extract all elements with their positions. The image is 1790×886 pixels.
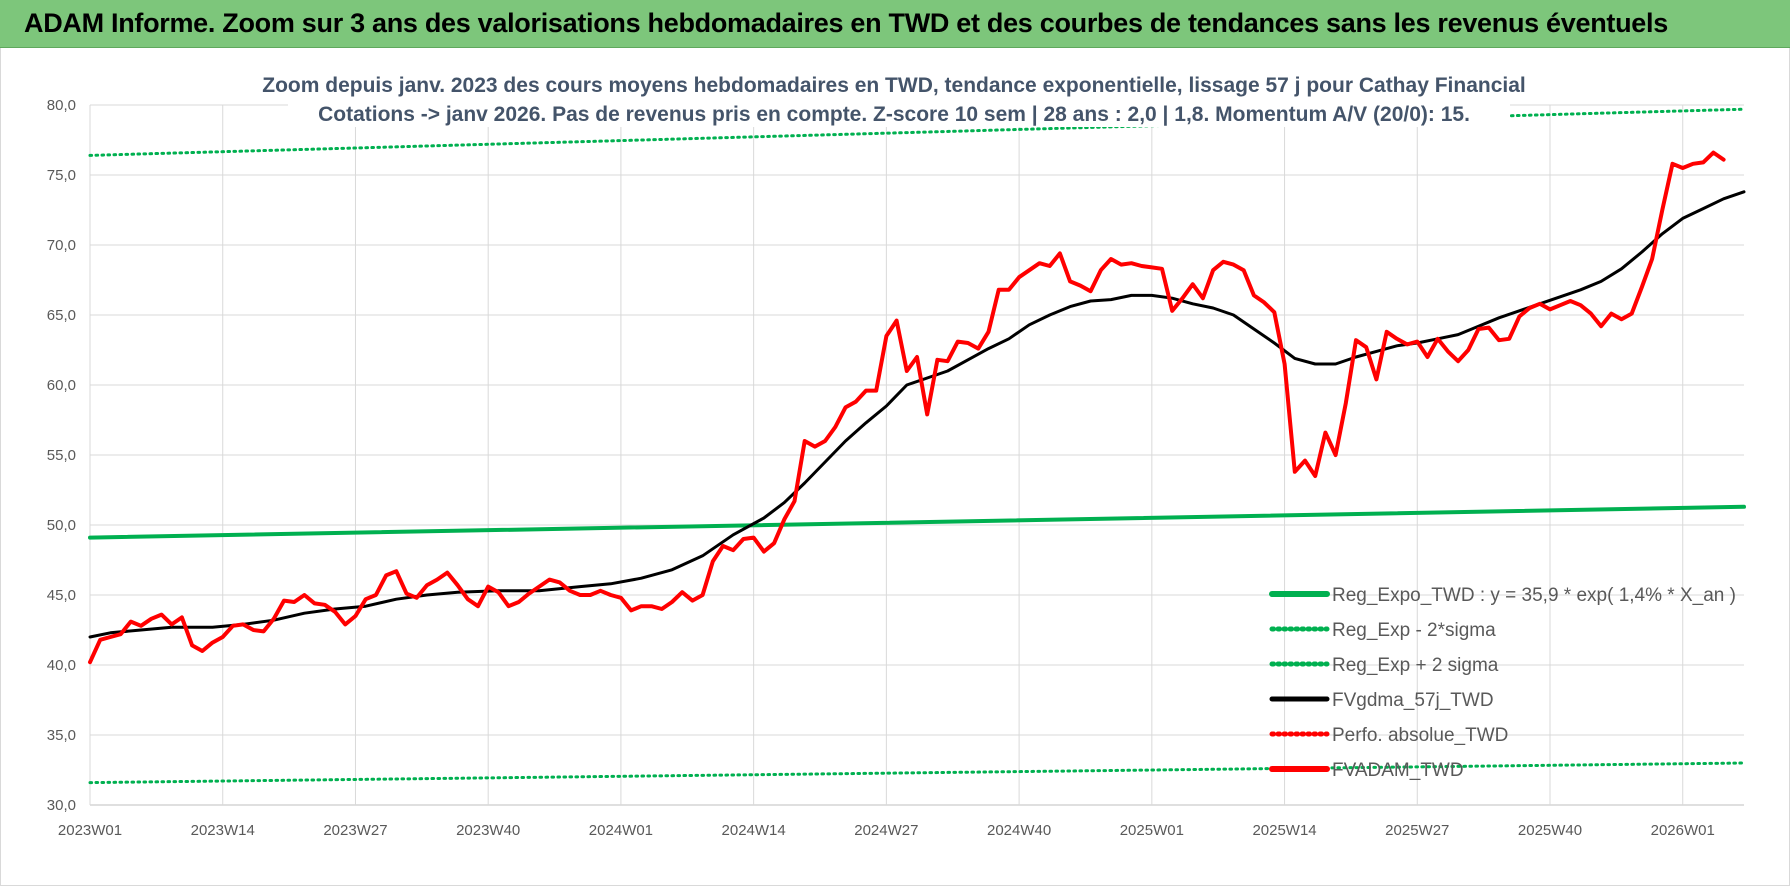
- gridlines: [89, 104, 1744, 806]
- legend: Reg_Expo_TWD : y = 35,9 * exp( 1,4% * X_…: [1269, 585, 1736, 781]
- legend-label: Perfo. absolue_TWD: [1332, 725, 1508, 746]
- x-tick-label: 2025W01: [1120, 822, 1184, 839]
- legend-label: Reg_Exp - 2*sigma: [1332, 620, 1496, 641]
- x-tick-label: 2023W01: [58, 822, 122, 839]
- subtitle-background: [288, 69, 1510, 127]
- series-line-3: [88, 190, 1746, 639]
- series-line-5: [88, 150, 1726, 665]
- x-tick-label: 2024W40: [987, 822, 1051, 839]
- series-line-1: [88, 761, 1746, 785]
- banner-title: ADAM Informe. Zoom sur 3 ans des valoris…: [24, 8, 1668, 38]
- axis-labels: 30,0 35,0 40,0 45,0 50,0 55,0 60,0 65,0 70,0 75,0…: [47, 97, 1715, 839]
- y-tick-label: 35,0: [47, 727, 76, 744]
- y-tick-label: 70,0: [47, 237, 76, 254]
- x-tick-label: 2024W14: [722, 822, 786, 839]
- x-tick-label: 2023W40: [456, 822, 520, 839]
- title-banner: ADAM Informe. Zoom sur 3 ans des valoris…: [0, 0, 1790, 48]
- x-tick-label: 2026W01: [1651, 822, 1715, 839]
- x-tick-label: 2023W27: [323, 822, 387, 839]
- legend-label: FVADAM_TWD: [1332, 760, 1464, 781]
- y-tick-label: 30,0: [47, 797, 76, 814]
- x-tick-label: 2025W27: [1385, 822, 1449, 839]
- line-chart: 30,0 35,0 40,0 45,0 50,0 55,0 60,0 65,0 70,0 75,0…: [47, 69, 1746, 839]
- legend-label: Reg_Exp + 2 sigma: [1332, 655, 1499, 676]
- y-tick-label: 75,0: [47, 167, 76, 184]
- x-tick-label: 2025W40: [1518, 822, 1582, 839]
- series-line-0: [88, 504, 1746, 540]
- x-tick-label: 2025W14: [1252, 822, 1316, 839]
- x-tick-label: 2024W01: [589, 822, 653, 839]
- y-tick-label: 55,0: [47, 447, 76, 464]
- chart-subtitle-line-2: Cotations -> janv 2026. Pas de revenus p…: [318, 103, 1470, 126]
- y-tick-label: 60,0: [47, 377, 76, 394]
- legend-label: FVgdma_57j_TWD: [1332, 690, 1494, 711]
- x-tick-label: 2023W14: [191, 822, 255, 839]
- series-lines: [88, 107, 1746, 785]
- y-tick-label: 65,0: [47, 307, 76, 324]
- y-tick-label: 40,0: [47, 657, 76, 674]
- y-tick-label: 50,0: [47, 517, 76, 534]
- y-tick-label: 45,0: [47, 587, 76, 604]
- y-tick-label: 80,0: [47, 97, 76, 114]
- x-tick-label: 2024W27: [854, 822, 918, 839]
- chart-subtitle-line-1: Zoom depuis janv. 2023 des cours moyens …: [262, 74, 1525, 97]
- legend-label: Reg_Expo_TWD : y = 35,9 * exp( 1,4% * X_…: [1332, 585, 1736, 606]
